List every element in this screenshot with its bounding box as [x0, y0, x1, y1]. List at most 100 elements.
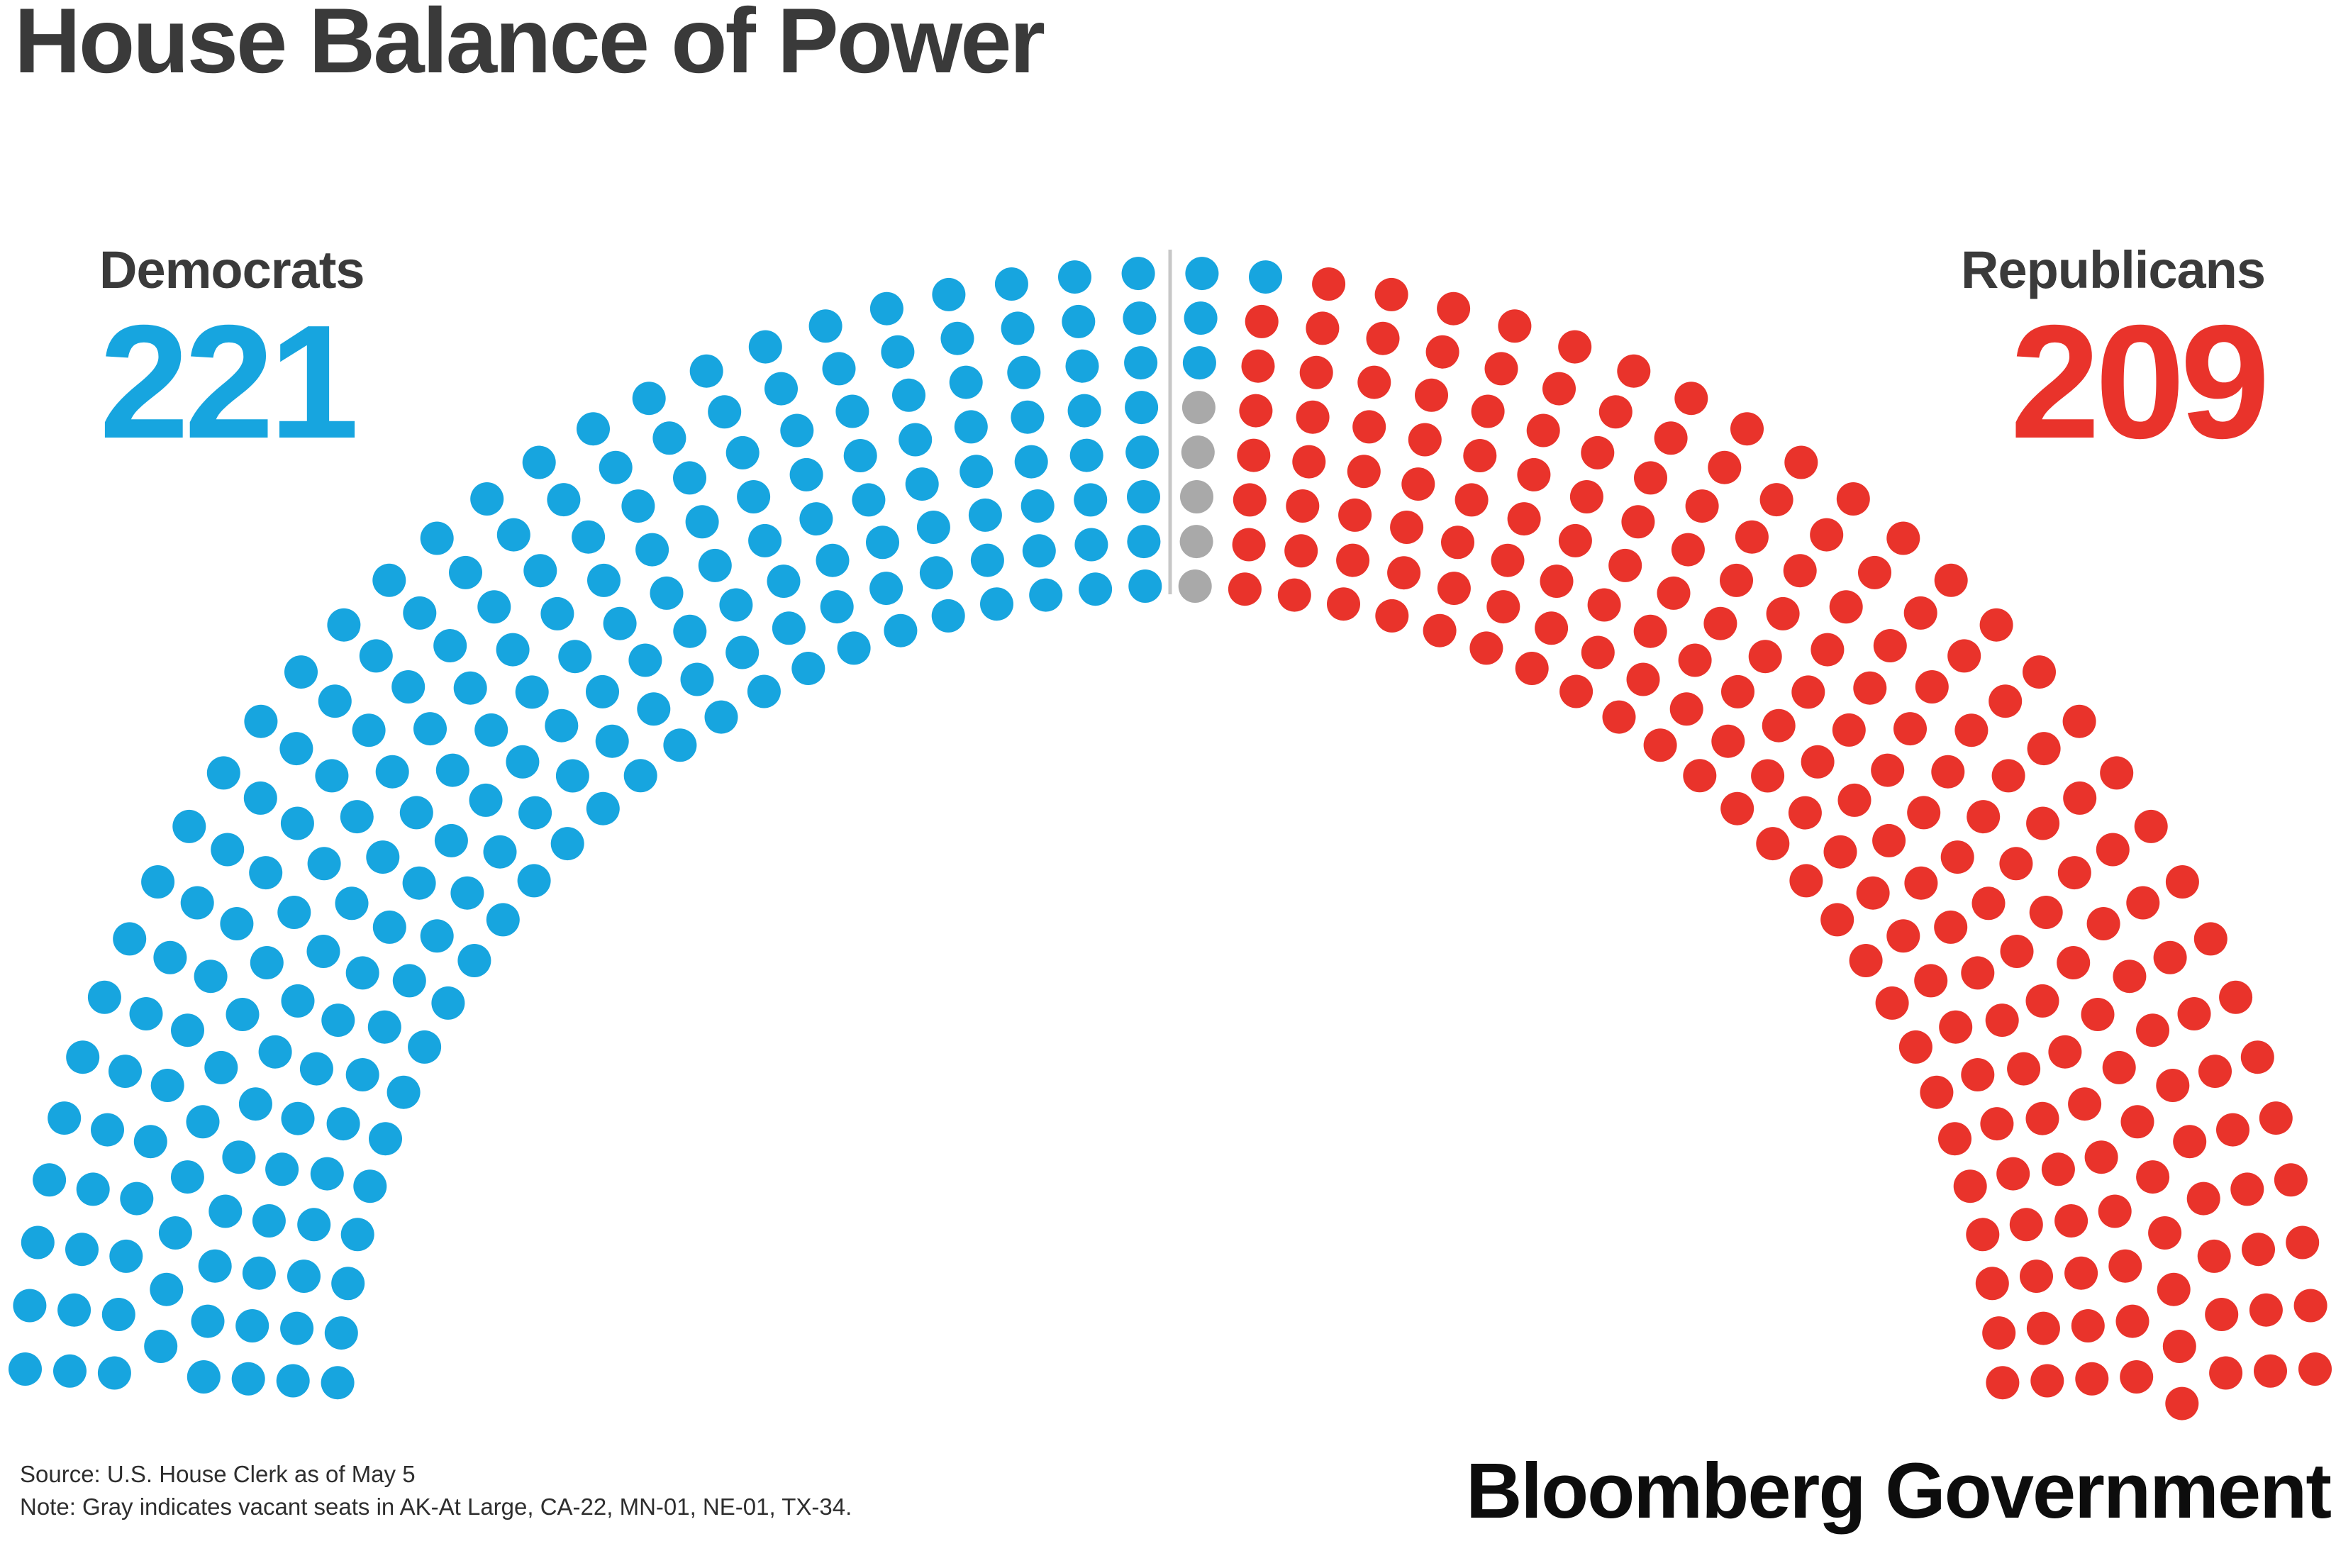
seat-dot: [1375, 599, 1409, 633]
seat-dot: [1182, 346, 1216, 380]
seat-dot: [324, 1316, 358, 1350]
seat-dot: [2007, 1052, 2041, 1086]
seat-dot: [372, 910, 406, 944]
seat-dot: [1626, 662, 1660, 696]
seat-dot: [306, 935, 340, 968]
seat-dot: [791, 652, 825, 685]
seat-dot: [2098, 1194, 2132, 1228]
seat-dot: [1721, 674, 1754, 708]
seat-dot: [170, 1160, 204, 1194]
seat-dot: [453, 671, 487, 705]
seat-dot: [919, 556, 953, 590]
seat-dot: [2086, 907, 2120, 940]
seat-dot: [1180, 480, 1213, 513]
seat-dot: [2126, 886, 2160, 920]
seat-dot: [1975, 1267, 2009, 1301]
seat-dot: [287, 1260, 321, 1294]
seat-dot: [340, 1218, 374, 1252]
seat-dot: [916, 511, 950, 544]
seat-dot: [2162, 1330, 2196, 1363]
seat-dot: [1029, 578, 1063, 612]
seat-dot: [852, 483, 886, 517]
seat-dot: [66, 1040, 100, 1074]
seat-dot: [1903, 596, 1937, 630]
seat-dot: [9, 1352, 42, 1386]
seat-dot: [226, 998, 260, 1031]
seat-dot: [685, 505, 719, 539]
seat-dot: [1491, 543, 1525, 577]
seat-dot: [704, 700, 738, 734]
seat-dot: [1535, 611, 1569, 645]
seat-dot: [1232, 528, 1266, 562]
republicans-count: 209: [2010, 292, 2270, 473]
seat-dot: [258, 1035, 292, 1069]
seat-dot: [359, 639, 393, 673]
seat-dot: [1178, 569, 1212, 603]
seat-dot: [1708, 450, 1742, 484]
seat-dot: [550, 827, 584, 861]
seat-dot: [2148, 1216, 2182, 1250]
seat-dot: [150, 1272, 184, 1306]
seat-dot: [474, 713, 508, 747]
seat-dot: [808, 309, 842, 343]
seat-dot: [2096, 833, 2130, 867]
seat-dot: [1654, 421, 1688, 455]
seat-dot: [725, 635, 760, 669]
seat-dot: [884, 613, 918, 647]
seat-dot: [1357, 365, 1391, 399]
seat-dot: [780, 413, 814, 447]
seat-dot: [2026, 806, 2060, 840]
seat-dot: [76, 1172, 110, 1206]
seat-dot: [698, 548, 732, 582]
seat-dot: [663, 728, 697, 762]
seat-dot: [545, 708, 579, 743]
seat-dot: [2048, 1035, 2082, 1069]
seat-dot: [1299, 355, 1333, 389]
seat-dot: [1836, 482, 1870, 516]
seat-dot: [65, 1233, 99, 1267]
seat-dot: [1720, 563, 1753, 597]
seat-dot: [109, 1239, 143, 1273]
seat-dot: [1181, 435, 1215, 469]
seat-dot: [483, 835, 517, 869]
seat-dot: [97, 1356, 131, 1390]
seats-group: [9, 257, 2332, 1420]
seat-dot: [1233, 483, 1267, 517]
seat-dot: [375, 755, 409, 789]
seat-dot: [243, 781, 277, 815]
seat-dot: [725, 435, 760, 469]
seat-dot: [2057, 856, 2091, 890]
seat-dot: [635, 533, 669, 567]
seat-dot: [2030, 1364, 2064, 1398]
seat-dot: [2173, 1125, 2207, 1159]
seat-dot: [1286, 489, 1320, 523]
seat-dot: [1306, 311, 1340, 345]
seat-dot: [1756, 827, 1790, 861]
seat-dot: [1893, 712, 1927, 746]
seat-dot: [120, 1181, 154, 1216]
seat-dot: [57, 1293, 91, 1327]
seat-dot: [420, 919, 454, 953]
seat-dot: [144, 1330, 178, 1363]
seat-dot: [931, 599, 965, 633]
seat-dot: [1598, 395, 1633, 429]
seat-dot: [307, 847, 341, 881]
seat-dot: [2120, 1105, 2154, 1139]
seat-dot: [222, 1140, 256, 1174]
seat-dot: [1989, 684, 2023, 718]
seat-dot: [1685, 489, 1719, 523]
seat-dot: [1498, 309, 1532, 343]
seat-dot: [1581, 435, 1615, 469]
seat-dot: [1617, 354, 1651, 388]
seat-dot: [1837, 783, 1871, 817]
seat-dot: [747, 674, 781, 708]
seat-dot: [2136, 1160, 2170, 1194]
seat-dot: [2025, 1101, 2059, 1135]
seat-dot: [158, 1216, 192, 1250]
seat-dot: [1463, 439, 1497, 472]
seat-dot: [586, 791, 620, 825]
seat-dot: [366, 840, 400, 874]
seat-dot: [280, 806, 314, 840]
seat-dot: [2209, 1356, 2243, 1390]
seat-dot: [1185, 257, 1219, 291]
